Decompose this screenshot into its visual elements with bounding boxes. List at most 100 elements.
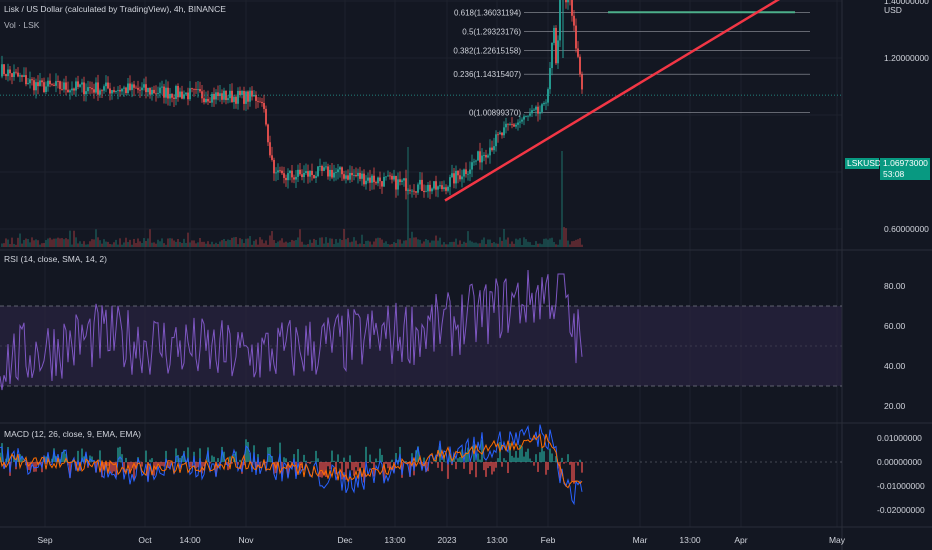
volume-bar bbox=[69, 230, 71, 247]
macd-histogram-bar bbox=[525, 451, 527, 462]
volume-bar bbox=[385, 241, 387, 247]
volume-bar bbox=[415, 237, 417, 247]
volume-bar bbox=[497, 243, 499, 247]
candle-body bbox=[379, 177, 381, 182]
candle-body bbox=[253, 94, 255, 97]
macd-histogram-bar bbox=[513, 457, 515, 462]
macd-histogram-bar bbox=[333, 460, 335, 462]
macd-histogram-bar bbox=[33, 462, 35, 472]
candle-body bbox=[333, 172, 335, 178]
macd-histogram-bar bbox=[459, 456, 461, 462]
volume-legend[interactable]: Vol · LSK bbox=[4, 20, 40, 30]
candle-body bbox=[321, 165, 323, 171]
volume-bar bbox=[161, 238, 163, 247]
candle-body bbox=[261, 101, 263, 104]
candle-body bbox=[293, 177, 295, 180]
volume-bar bbox=[5, 238, 7, 247]
volume-bar bbox=[357, 244, 359, 247]
candle-body bbox=[81, 82, 83, 85]
volume-bar bbox=[407, 147, 409, 247]
candle-body bbox=[141, 87, 143, 91]
candle-body bbox=[363, 173, 365, 185]
candle-body bbox=[177, 86, 179, 98]
macd-histogram-bar bbox=[549, 448, 551, 462]
volume-bar bbox=[345, 239, 347, 247]
macd-histogram-bar bbox=[561, 457, 563, 462]
volume-bar bbox=[235, 237, 237, 247]
candle-body bbox=[453, 173, 455, 184]
candle-body bbox=[61, 88, 63, 90]
macd-histogram-bar bbox=[147, 462, 149, 481]
volume-bar bbox=[561, 151, 563, 247]
rsi-legend[interactable]: RSI (14, close, SMA, 14, 2) bbox=[4, 254, 107, 264]
macd-legend[interactable]: MACD (12, 26, close, 9, EMA, EMA) bbox=[4, 429, 141, 439]
macd-histogram-bar bbox=[563, 462, 565, 464]
macd-histogram-bar bbox=[125, 457, 127, 462]
volume-bar bbox=[29, 242, 31, 247]
volume-bar bbox=[575, 239, 577, 247]
candle-body bbox=[171, 93, 173, 98]
candle-body bbox=[443, 187, 445, 190]
candle-body bbox=[503, 127, 505, 136]
volume-bar bbox=[241, 239, 243, 247]
candle-body bbox=[375, 182, 377, 184]
candle-body bbox=[385, 176, 387, 178]
macd-histogram-bar bbox=[369, 454, 371, 462]
macd-axis[interactable]: 0.01000000 0.00000000 -0.01000000 -0.020000… bbox=[877, 433, 925, 515]
candle-body bbox=[415, 191, 417, 193]
macd-histogram-bar bbox=[447, 462, 449, 479]
volume-bar bbox=[461, 243, 463, 247]
candle-body bbox=[219, 93, 221, 97]
drawings[interactable] bbox=[444, 0, 880, 202]
macd-histogram-bar bbox=[77, 450, 79, 462]
macd-histogram-bar bbox=[491, 462, 493, 475]
volume-bar bbox=[1, 243, 3, 247]
macd-histogram-bar bbox=[91, 456, 93, 462]
volume-bar bbox=[259, 237, 261, 247]
volume-bar bbox=[347, 237, 349, 247]
volume-bar bbox=[31, 237, 33, 247]
macd-histogram-bar bbox=[485, 462, 487, 477]
macd-histogram-bar bbox=[343, 457, 345, 462]
macd-histogram-bar bbox=[555, 456, 557, 462]
macd-histogram-bar bbox=[63, 449, 65, 462]
volume-bar bbox=[285, 241, 287, 247]
candle-body bbox=[513, 124, 515, 127]
time-tick-label: 13:00 bbox=[486, 535, 508, 545]
fib-retracement[interactable]: 2(2.14594591)1.618(1.92878804)1(1.577469… bbox=[453, 0, 810, 117]
volume-bar bbox=[41, 243, 43, 247]
candle-body bbox=[7, 69, 9, 77]
macd-histogram-bar bbox=[579, 459, 581, 462]
volume-bar bbox=[321, 237, 323, 247]
volume-bar bbox=[143, 238, 145, 247]
macd-histogram-bar bbox=[83, 456, 85, 462]
candle-body bbox=[323, 167, 325, 171]
candle-body bbox=[47, 80, 49, 87]
time-axis[interactable]: Sep Oct 14:00 Nov Dec 13:00 2023 13:00 Feb Mar 13:… bbox=[37, 535, 845, 545]
macd-histogram-bar bbox=[69, 462, 71, 478]
price-axis[interactable]: 2.000000001.800000001.600000001.40000000… bbox=[884, 0, 929, 234]
macd-histogram-bar bbox=[169, 462, 171, 470]
candle-body bbox=[371, 175, 373, 183]
candle-body bbox=[155, 93, 157, 95]
currency-label: USD bbox=[884, 5, 902, 15]
time-tick-label: Feb bbox=[541, 535, 556, 545]
volume-bar bbox=[489, 239, 491, 247]
macd-histogram-bar bbox=[21, 455, 23, 462]
candle-body bbox=[489, 147, 491, 156]
candle-body bbox=[209, 101, 211, 103]
macd-histogram-bar bbox=[217, 458, 219, 462]
volume-bar bbox=[387, 244, 389, 247]
candle-body bbox=[507, 123, 509, 125]
macd-histogram-bar bbox=[535, 454, 537, 462]
candle-body bbox=[315, 176, 317, 178]
candle-body bbox=[303, 172, 305, 178]
symbol-title[interactable]: Lisk / US Dollar (calculated by TradingV… bbox=[4, 4, 226, 14]
rsi-axis[interactable]: 80.00 60.00 40.00 20.00 bbox=[884, 281, 906, 411]
macd-tick-label: 0.00000000 bbox=[877, 457, 922, 467]
candle-body bbox=[49, 80, 51, 85]
candle-body bbox=[153, 89, 155, 94]
macd-histogram-bar bbox=[165, 450, 167, 462]
macd-histogram-bar bbox=[151, 458, 153, 462]
